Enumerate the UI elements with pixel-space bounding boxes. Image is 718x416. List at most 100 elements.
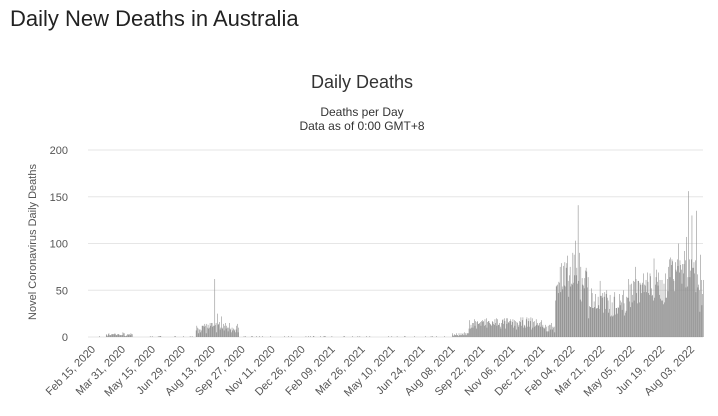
bar (581, 301, 582, 337)
bar (566, 263, 568, 337)
bar (677, 259, 678, 337)
bar (109, 335, 111, 337)
bar (542, 324, 544, 337)
bar (552, 326, 554, 337)
bar (213, 325, 214, 337)
bar (624, 315, 626, 337)
bar (233, 328, 234, 337)
bar (343, 336, 345, 337)
bar (651, 288, 652, 337)
bar (611, 315, 612, 337)
bar (124, 336, 126, 337)
bar (310, 336, 311, 337)
bar (125, 336, 127, 337)
bar (645, 279, 647, 337)
bar (535, 319, 537, 337)
bar (680, 265, 681, 337)
bar (691, 215, 693, 337)
bar (607, 300, 609, 337)
bar (537, 322, 538, 337)
bar (532, 327, 534, 337)
bar (227, 327, 228, 337)
bar (657, 285, 659, 337)
bar (604, 292, 606, 337)
bar (520, 317, 522, 337)
bar (561, 263, 562, 337)
bar (647, 272, 648, 337)
bar (571, 283, 572, 337)
bar (675, 262, 676, 337)
y-tick-label: 200 (50, 145, 68, 157)
bar (501, 322, 502, 337)
bar (151, 336, 153, 337)
bar (506, 323, 508, 337)
bar (131, 334, 133, 337)
bar (585, 267, 587, 337)
bar (436, 336, 437, 337)
bar (252, 336, 253, 337)
bar (648, 293, 649, 337)
bar (696, 210, 697, 337)
bar (470, 328, 471, 337)
bar (598, 305, 600, 337)
chart-subtitle-1: Deaths per Day (320, 105, 403, 119)
bar (690, 270, 691, 337)
bar (205, 325, 206, 337)
bar (109, 335, 110, 337)
bar (320, 336, 321, 337)
bar (463, 335, 464, 337)
bar (695, 292, 697, 337)
bar (667, 279, 668, 337)
bar (687, 286, 688, 337)
bar (698, 284, 699, 337)
bar (462, 333, 464, 337)
bar (555, 300, 556, 337)
bar (681, 269, 682, 337)
bar (477, 321, 478, 337)
bar (684, 250, 685, 337)
bar (471, 327, 472, 337)
bar (613, 315, 614, 337)
bar (640, 284, 641, 337)
bar (587, 287, 588, 337)
bar (475, 321, 476, 337)
bar (557, 284, 558, 337)
bar (237, 332, 239, 337)
bar (213, 325, 215, 337)
bar (533, 322, 534, 337)
bar (231, 332, 232, 337)
bar (127, 334, 128, 337)
bar (527, 326, 528, 337)
bar (331, 336, 333, 337)
bar (549, 324, 550, 337)
bar (575, 275, 577, 337)
bar (625, 312, 626, 337)
bar (601, 297, 603, 337)
bar (700, 254, 701, 337)
bar (535, 325, 536, 337)
bar (202, 325, 204, 337)
bar (563, 265, 564, 337)
bar (494, 324, 495, 337)
bar (544, 327, 546, 337)
bar (159, 336, 160, 337)
bar (646, 292, 647, 337)
bar (344, 336, 345, 337)
bar (489, 322, 490, 337)
bar (589, 306, 590, 337)
bar (458, 333, 460, 337)
bar (496, 318, 497, 337)
bar (699, 311, 701, 337)
bar (513, 327, 514, 337)
bar (219, 322, 220, 337)
bar (117, 334, 118, 337)
bar (464, 335, 466, 337)
bar (622, 294, 624, 337)
y-tick-label: 150 (50, 192, 68, 204)
bar (539, 326, 541, 337)
bar (515, 329, 517, 337)
bar (623, 290, 624, 337)
bar (683, 273, 684, 337)
bar (131, 334, 132, 337)
bar (562, 289, 564, 337)
